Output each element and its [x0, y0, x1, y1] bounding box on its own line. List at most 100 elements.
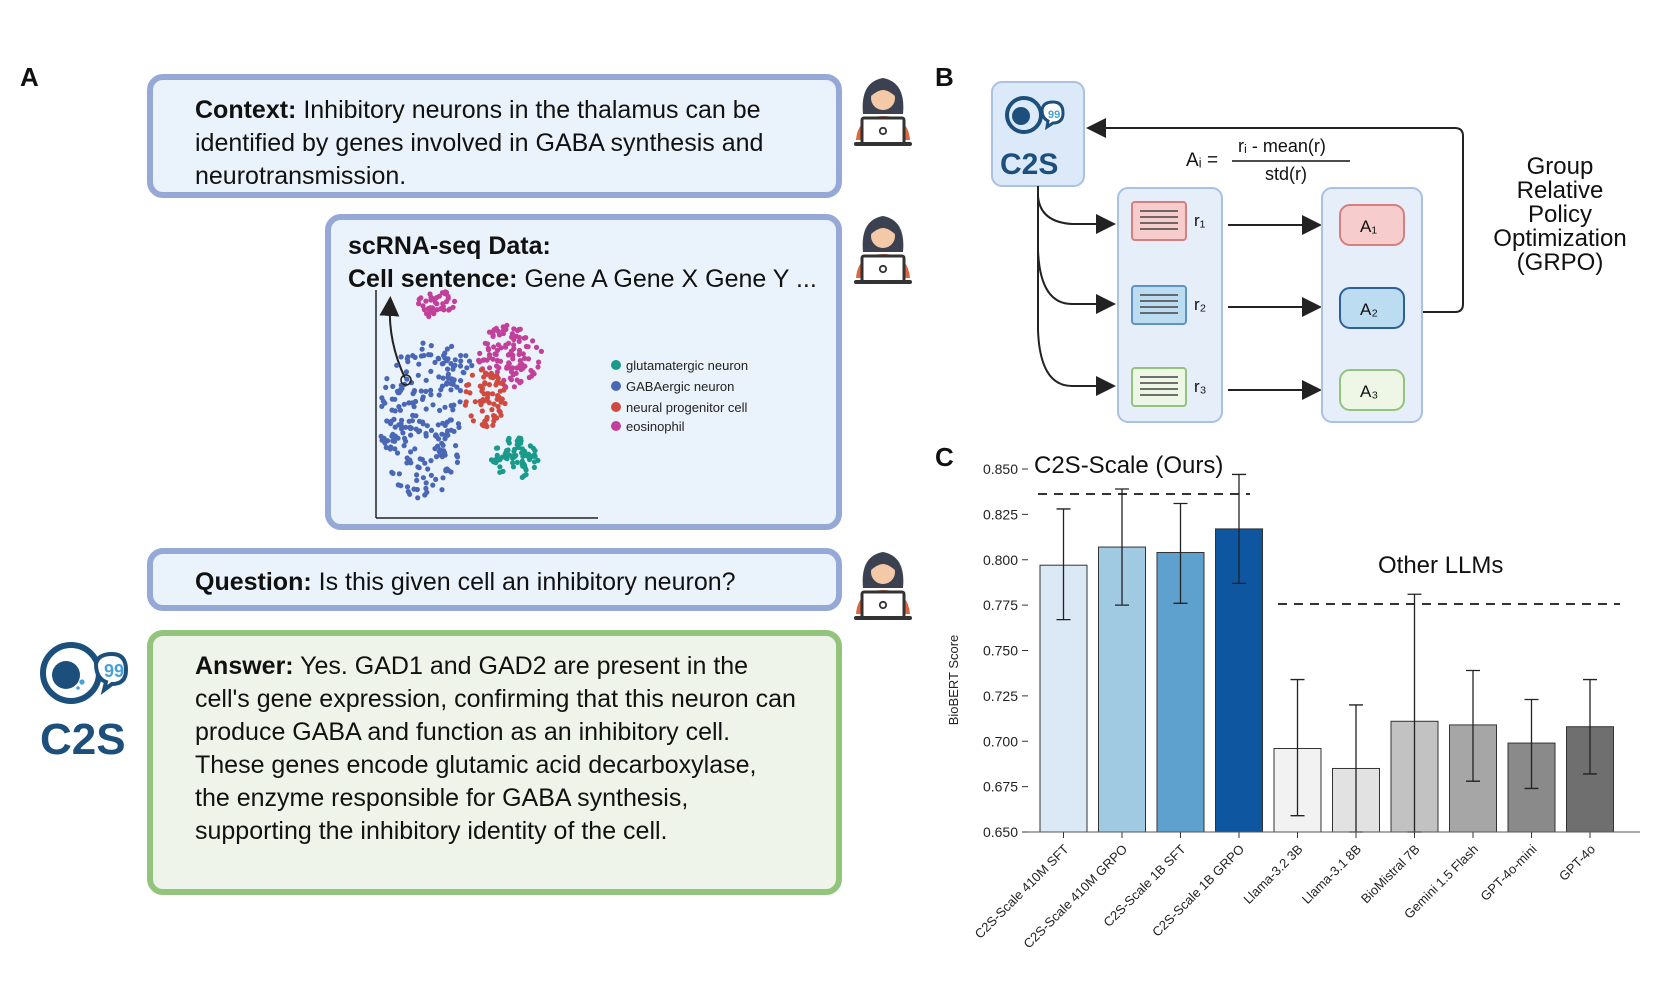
cell-dot — [472, 399, 478, 405]
cell-dot — [423, 388, 429, 394]
cell-sentence: Cell sentence: Gene A Gene X Gene Y ... — [348, 265, 817, 293]
cell-dot — [429, 305, 436, 311]
cell-dot — [447, 417, 453, 423]
cell-dot — [425, 466, 431, 472]
cell-dot — [523, 343, 529, 350]
cell-dot — [491, 414, 497, 420]
cell-dot — [423, 480, 429, 486]
cell-dot — [416, 361, 422, 367]
cell-dot — [397, 407, 403, 413]
umap-plot: glutamatergic neuron GABAergic neuron ne… — [375, 289, 748, 519]
x-tick-label: C2S-Scale 410M SFT — [972, 841, 1072, 941]
y-tick-label: 0.700 — [983, 733, 1018, 749]
formula-denominator: std(r) — [1265, 164, 1307, 184]
cell-dot — [494, 372, 500, 378]
cell-dot — [490, 332, 496, 338]
cell-dot — [384, 418, 390, 424]
cell-dot — [522, 363, 528, 369]
cell-dot — [435, 422, 441, 428]
cell-dot — [480, 397, 486, 403]
cell-dot — [519, 474, 525, 480]
cell-dot — [416, 296, 422, 302]
c2s-small-logo-icon: 99 — [1005, 96, 1065, 134]
cell-dot — [516, 338, 522, 344]
cell-dot — [415, 495, 421, 501]
group-label-other: Other LLMs — [1378, 552, 1503, 579]
cell-dot — [437, 407, 443, 413]
advantage-chip — [1339, 287, 1405, 329]
cell-dot — [527, 443, 533, 449]
cell-dot — [493, 382, 499, 388]
cell-dot — [410, 412, 416, 418]
cell-dot — [498, 380, 504, 386]
cell-dot — [464, 365, 470, 371]
cell-dot — [407, 425, 414, 432]
cell-dot — [411, 388, 417, 394]
advantage-chip — [1339, 204, 1405, 246]
cell-dot — [468, 413, 474, 419]
response-doc-icon — [1131, 367, 1187, 407]
x-tick-label: Llama-3.2 3B — [1240, 842, 1305, 907]
cell-dot — [428, 297, 434, 303]
error-bar — [1524, 698, 1539, 790]
cell-dot — [428, 427, 435, 433]
cell-dot — [504, 322, 510, 328]
umap-legend: glutamatergic neuron GABAergic neuron ne… — [611, 358, 748, 434]
cell-dot — [439, 361, 445, 367]
cell-dot — [402, 435, 408, 441]
cell-dot — [522, 355, 528, 361]
svg-text:Policy: Policy — [1528, 201, 1592, 228]
error-bar — [1056, 508, 1071, 621]
cell-dot — [439, 431, 445, 437]
cell-dot — [525, 356, 532, 362]
cell-dot — [506, 360, 512, 366]
cell-dot — [516, 351, 522, 357]
y-tick-label: 0.800 — [983, 552, 1018, 568]
cell-dot — [495, 328, 501, 334]
cell-dot — [401, 401, 407, 407]
cell-dot — [502, 451, 508, 457]
cell-dot — [496, 365, 502, 371]
svg-text:Group: Group — [1527, 153, 1594, 180]
cell-dot — [493, 460, 499, 466]
x-tick-label: GPT-4o-mini — [1477, 841, 1539, 903]
y-tick-label: 0.675 — [983, 779, 1018, 795]
cell-dot — [439, 487, 445, 493]
cell-dot — [390, 431, 396, 437]
cell-dot — [414, 477, 420, 483]
cell-dot — [479, 408, 485, 414]
cell-dot — [533, 344, 540, 350]
cell-dot — [498, 345, 504, 351]
cell-dot — [420, 340, 426, 346]
user-icon — [854, 550, 912, 620]
cell-dot — [514, 377, 520, 383]
logo-text: C2S — [40, 715, 126, 760]
cell-dot — [438, 387, 444, 393]
legend-label-progenitor: neural progenitor cell — [626, 400, 748, 415]
cell-dot — [497, 464, 503, 470]
legend-dot-eosinophil — [611, 421, 621, 431]
cell-dot — [444, 346, 450, 352]
y-tick-label: 0.775 — [983, 597, 1018, 613]
cell-dot — [440, 475, 446, 481]
cell-dot — [381, 435, 387, 441]
cell-dot — [428, 392, 434, 398]
bar-chart: C2S-Scale (Ours) Other LLMs BioBERT Scor… — [946, 452, 1640, 951]
cell-dot — [415, 464, 421, 470]
cell-dot — [518, 438, 524, 444]
cell-dot — [526, 451, 532, 457]
cell-dot — [389, 396, 395, 402]
cell-dot — [449, 376, 455, 382]
cell-dot — [394, 450, 401, 456]
cell-dot — [400, 430, 406, 436]
cell-dot — [398, 426, 405, 432]
cell-dot — [486, 382, 492, 388]
question-text: Question: Is this given cell an inhibito… — [195, 568, 736, 596]
advantage-label: A₂ — [1360, 300, 1378, 319]
cell-dot — [454, 384, 460, 390]
cell-dot — [456, 424, 462, 430]
cell-dot — [538, 348, 544, 354]
y-tick-label: 0.825 — [983, 506, 1018, 522]
cell-dot — [407, 491, 413, 497]
cell-dot — [384, 376, 390, 382]
